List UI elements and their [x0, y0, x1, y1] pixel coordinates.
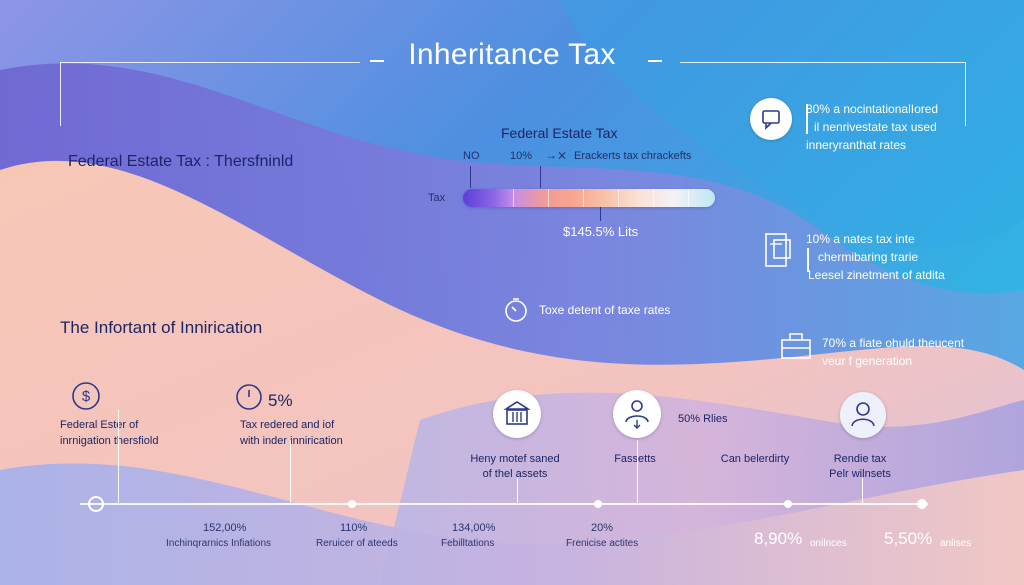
bar-arrow: →⨯: [545, 148, 568, 162]
frame-top-left: [60, 62, 360, 63]
timeline-connector-1: [118, 410, 119, 504]
col1-line1: Heny motef saned: [470, 453, 560, 465]
col2-pct: 50% Rlies: [678, 413, 728, 425]
family-icon: [613, 390, 661, 438]
timeline-line: [80, 503, 928, 505]
middle-pct-head: 5%: [268, 391, 293, 410]
chat-icon: [750, 98, 792, 140]
clock-icon: [234, 382, 264, 412]
briefcase-icon: [778, 330, 814, 362]
frame-top-right: [680, 62, 966, 63]
bottom-label-2: Reruicer of ateeds: [316, 538, 398, 549]
bottom-label-6: anlises: [940, 538, 972, 549]
item1-line1: Federal Ester of: [60, 419, 139, 431]
note1-line2: il nenrivestate tax used: [814, 120, 937, 134]
note2-line2: chermibaring trarie: [818, 250, 919, 264]
bar-marker-right: [540, 166, 541, 188]
item2-line1: Tax redered and iof: [240, 419, 335, 431]
item2-line2: with inder innirication: [240, 435, 343, 447]
bottom-label-4: Frenicise actites: [566, 538, 639, 549]
tax-rate-bar: [463, 189, 715, 207]
person-icon: [840, 392, 886, 438]
bottom-num-2: 110%: [340, 522, 368, 534]
bank-icon: [493, 390, 541, 438]
title-dash-left: [370, 60, 384, 62]
bar-label-ten: 10%: [510, 150, 533, 162]
bottom-label-1: Inchinqrarnics Infiations: [166, 538, 272, 549]
page-title: Inheritance Tax: [408, 38, 616, 71]
note1-line3: inneryranthat rates: [806, 138, 907, 152]
document-icon: [762, 230, 794, 272]
item1-line2: inrnigation thersfiold: [60, 435, 159, 447]
timeline-dot-1: [348, 500, 356, 508]
bottom-num-5: 8,90%: [754, 529, 803, 548]
note2-bracket: [807, 248, 809, 272]
bottom-num-3: 134,00%: [452, 522, 496, 534]
title-dash-right: [648, 60, 662, 62]
bar-label-no: NO: [463, 150, 480, 162]
col1-line2: of thel assets: [482, 468, 548, 480]
svg-text:$: $: [82, 388, 91, 405]
timeline-start-ring: [88, 496, 104, 512]
bottom-num-1: 152,00%: [203, 522, 247, 534]
bar-marker-bottom: [600, 207, 601, 221]
timeline-connector-5: [862, 478, 863, 504]
bar-marker-left: [470, 166, 471, 188]
timeline-dot-4: [917, 499, 927, 509]
bar-value: $145.5% Lits: [563, 224, 639, 239]
note3-line2: veur f generation: [822, 354, 913, 368]
clock-caption: Toxe detent of taxe rates: [539, 303, 671, 317]
note1-bracket: [806, 104, 808, 134]
col4-line2: Pelr wilnsets: [829, 468, 891, 480]
col4-line1: Rendie tax: [833, 453, 887, 465]
stopwatch-icon: [503, 297, 529, 323]
note1-line1: 80% a nocintationalIored: [806, 102, 939, 116]
left-subheading: The Infortant of Innirication: [60, 318, 263, 337]
col2-label: Fassetts: [614, 453, 656, 465]
col3-label: Can belerdirty: [720, 453, 790, 465]
timeline-connector-4: [637, 440, 638, 504]
bottom-num-6: 5,50%: [884, 529, 933, 548]
dollar-icon: $: [70, 380, 102, 412]
timeline-dot-2: [594, 500, 602, 508]
timeline-connector-3: [517, 478, 518, 504]
frame-left-vert: [60, 62, 61, 126]
note3-line1: 70% a fiate ohuld theucent: [822, 336, 965, 350]
bottom-num-4: 20%: [591, 522, 614, 534]
center-heading: Federal Estate Tax: [501, 125, 618, 141]
bottom-label-5: onilnces: [810, 538, 847, 549]
note2-line1: 10% a nates tax inte: [806, 232, 915, 246]
note2-line3: Leesel zinetment of atdita: [808, 268, 945, 282]
bottom-label-3: Febilltations: [441, 538, 495, 549]
bar-arrow-note: Erackerts tax chrackefts: [574, 150, 692, 162]
frame-right-vert: [965, 62, 966, 126]
left-heading: Federal Estate Tax : Thersfninld: [68, 153, 294, 170]
timeline-dot-3: [784, 500, 792, 508]
bar-label-tax: Tax: [428, 192, 446, 204]
timeline-connector-2: [290, 440, 291, 504]
